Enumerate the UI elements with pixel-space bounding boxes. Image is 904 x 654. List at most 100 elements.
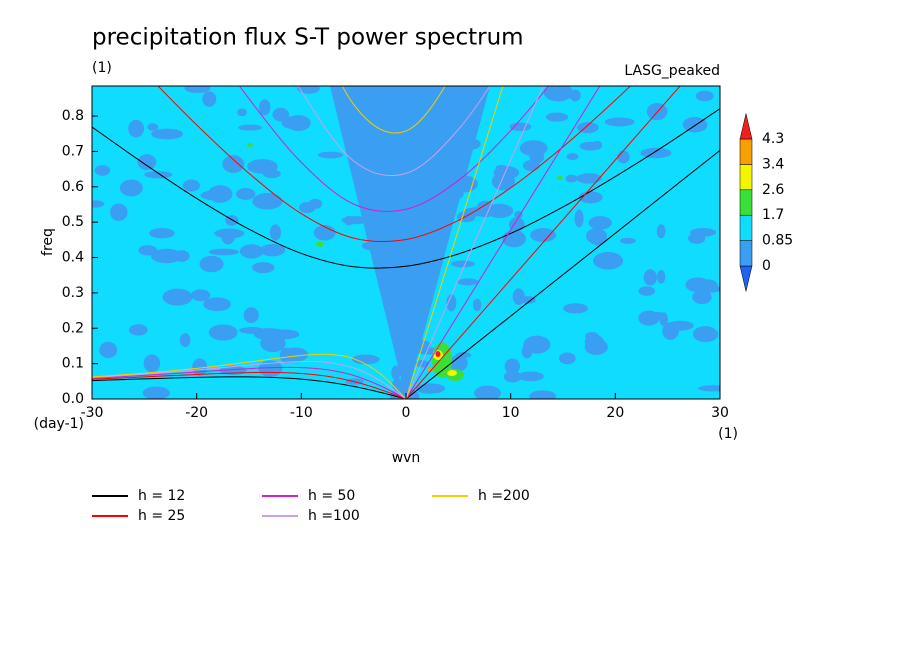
legend-label: h =200: [478, 488, 530, 504]
field-low-patch: [447, 175, 479, 193]
field-low-patch: [208, 248, 239, 256]
field-low-patch: [297, 86, 320, 94]
colorbar-label: 0: [762, 258, 771, 274]
colorbar-label: 3.4: [762, 156, 784, 172]
field-low-patch: [252, 193, 283, 210]
field-low-patch: [474, 385, 501, 399]
dispersion-curve: [92, 108, 720, 269]
y-tick-label: 0.5: [62, 214, 84, 230]
field-low-patch: [450, 260, 475, 268]
field-low-patch: [509, 122, 532, 132]
x-tick-label: 0: [402, 405, 411, 421]
y-tick-label: 0.6: [62, 179, 84, 195]
field-low-patch: [521, 296, 536, 304]
field-low-patch: [514, 210, 523, 219]
x-tick-label: 30: [711, 405, 729, 421]
field-low-patch: [592, 140, 603, 150]
y-tick-label: 0.0: [62, 391, 84, 407]
field-low-patch: [449, 354, 468, 372]
field-low-patch: [179, 333, 191, 348]
field-low-patch: [521, 344, 533, 359]
dispersion-curve: [405, 86, 681, 399]
field-low-patch: [459, 89, 477, 100]
field-high-patch: [435, 351, 441, 357]
subtitle: (1): [92, 60, 112, 76]
y-tick-label: 0.7: [62, 143, 84, 159]
field-low-patch: [260, 334, 286, 353]
field-low-patch: [503, 370, 522, 383]
field-low-patch: [529, 390, 557, 399]
field-low-patch: [576, 173, 602, 184]
field-high-patch: [557, 176, 563, 180]
field-low-patch: [286, 115, 311, 132]
field-low-patch: [476, 200, 495, 218]
colorbar-label: 1.7: [762, 207, 784, 223]
field-low-patch: [692, 326, 719, 343]
field-low-patch: [415, 359, 429, 368]
field-low-patch: [128, 119, 145, 138]
field-low-patch: [640, 147, 672, 159]
field-low-patch: [150, 248, 183, 264]
field-low-patch: [545, 112, 569, 122]
field-low-patch: [619, 237, 636, 244]
field-low-patch: [688, 232, 706, 244]
field-low-patch: [173, 250, 190, 262]
field-high-patch: [447, 370, 457, 376]
dispersion-curve: [405, 86, 504, 399]
field-low-patch: [504, 358, 521, 374]
field-low-wedge: [330, 86, 490, 399]
field-low-patch: [149, 228, 175, 239]
field-low-patch: [638, 286, 655, 296]
field-low-patch: [472, 298, 482, 312]
field-low-patch: [695, 90, 714, 102]
field-low-patch: [698, 279, 718, 292]
field-low-patch: [237, 108, 247, 117]
dispersion-curve: [405, 149, 720, 399]
field-low-patch: [543, 86, 574, 102]
dispersion-curve: [92, 366, 407, 399]
y-tick-label: 0.4: [62, 250, 84, 266]
field-low-patch: [137, 154, 157, 170]
field-low-patch: [584, 338, 608, 356]
field-low-patch: [184, 86, 211, 94]
dispersion-curve: [405, 86, 544, 399]
field-low-patch: [259, 243, 286, 257]
colorbar-box: [739, 240, 753, 267]
field-low-patch: [638, 310, 660, 326]
field-low-patch: [565, 174, 578, 183]
legend-label: h =100: [308, 508, 360, 524]
field-low-patch: [281, 347, 309, 362]
field-low-patch: [235, 187, 256, 200]
x-tick-label: 20: [606, 405, 624, 421]
x-axis-unit: (1): [718, 426, 738, 442]
colorbar-label: 4.3: [762, 131, 784, 147]
y-tick-label: 0.2: [62, 320, 84, 336]
colorbar-label: 0.85: [762, 233, 793, 249]
contour-field: [92, 86, 720, 399]
field-low-patch: [457, 138, 481, 150]
field-low-patch: [202, 91, 217, 107]
dispersion-curves: [92, 86, 720, 399]
field-low-patch: [147, 123, 159, 131]
field-low-patch: [221, 229, 235, 245]
field-low-patch: [411, 236, 437, 251]
dispersion-curve: [238, 86, 550, 212]
field-low-patch: [259, 99, 271, 116]
field-low-patch: [344, 215, 353, 226]
x-tick-label: 10: [502, 405, 520, 421]
y-tick-label: 0.8: [62, 108, 84, 124]
dispersion-curve: [92, 353, 407, 399]
legend-label: h = 50: [308, 488, 355, 504]
field-low-patch: [151, 128, 183, 140]
field-low-patch: [389, 220, 409, 235]
field-low-patch: [697, 385, 720, 392]
field-low-patch: [119, 179, 143, 197]
field-low-patch: [391, 365, 401, 380]
colorbar-box: [739, 138, 753, 165]
field-low-patch: [203, 297, 231, 312]
dispersion-curve: [297, 86, 491, 177]
field-low-patch: [243, 307, 259, 324]
y-axis-label: freq: [40, 228, 56, 256]
field-low-patch: [401, 304, 410, 315]
